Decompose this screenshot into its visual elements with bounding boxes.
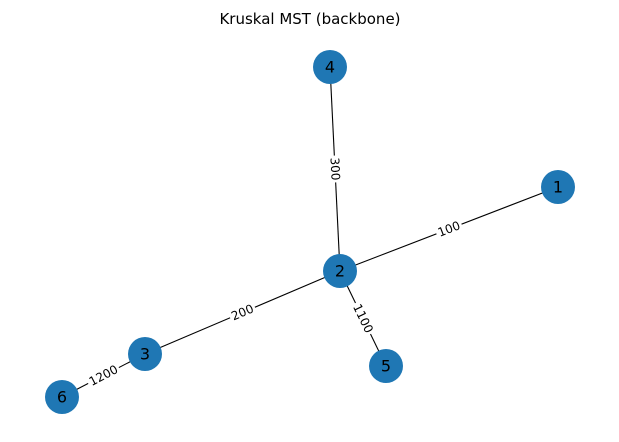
diagram-title: Kruskal MST (backbone) <box>219 10 400 28</box>
edge-weight-label: 100 <box>433 216 465 242</box>
node-circle <box>323 254 357 288</box>
node-label: 4 <box>325 58 335 77</box>
node-circle <box>541 170 575 204</box>
node-3: 3 <box>128 337 162 371</box>
node-label: 5 <box>381 357 391 376</box>
edge-weight-text: 100 <box>436 218 462 239</box>
node-label: 3 <box>140 345 150 364</box>
node-circle <box>128 337 162 371</box>
edge-weight-label: 1100 <box>348 299 378 338</box>
edge-weight-label: 1200 <box>84 360 123 391</box>
node-1: 1 <box>541 170 575 204</box>
node-6: 6 <box>45 380 79 414</box>
edge-weight-background <box>433 216 465 242</box>
nodes-layer: 1 2 3 4 5 6 <box>45 50 575 414</box>
node-circle <box>369 349 403 383</box>
node-circle <box>313 50 347 84</box>
node-label: 2 <box>335 262 345 281</box>
node-label: 1 <box>553 178 563 197</box>
edge-labels-layer: 100 200 300 1100 1200 <box>84 155 465 391</box>
edge-weight-label: 200 <box>226 299 259 326</box>
node-circle <box>45 380 79 414</box>
edge-weight-text: 1100 <box>350 302 376 336</box>
node-label: 6 <box>57 388 67 407</box>
edge-weight-background <box>326 155 344 183</box>
edge-weight-background <box>84 360 123 391</box>
edge-weight-text: 1200 <box>87 362 121 388</box>
node-2: 2 <box>323 254 357 288</box>
edge-weight-background <box>348 299 378 338</box>
edge-weight-background <box>226 299 259 326</box>
edge-weight-text: 300 <box>327 157 342 181</box>
edge-weight-label: 300 <box>326 155 344 183</box>
node-5: 5 <box>369 349 403 383</box>
node-4: 4 <box>313 50 347 84</box>
